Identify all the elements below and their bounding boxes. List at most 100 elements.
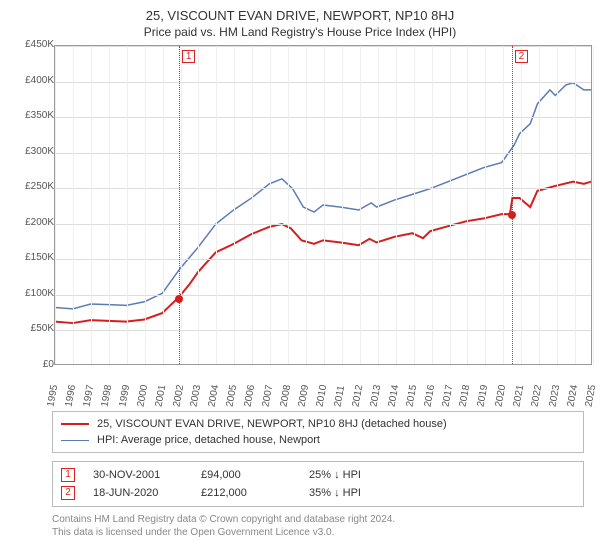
gridline-v [432,46,433,364]
legend-item-property: 25, VISCOUNT EVAN DRIVE, NEWPORT, NP10 8… [61,416,575,432]
gridline-v [360,46,361,364]
x-tick-label: 2005 [225,384,240,408]
sale-row: 1 30-NOV-2001 £94,000 25% ↓ HPI [61,466,575,484]
legend: 25, VISCOUNT EVAN DRIVE, NEWPORT, NP10 8… [52,411,584,453]
x-tick-label: 2017 [440,384,455,408]
x-tick-label: 2013 [368,384,383,408]
gridline-v [414,46,415,364]
gridline-v [252,46,253,364]
gridline-v [181,46,182,364]
x-tick-label: 2021 [512,384,527,408]
sales-table: 1 30-NOV-2001 £94,000 25% ↓ HPI 2 18-JUN-2020… [52,461,584,507]
x-tick-label: 2019 [476,384,491,408]
sale-date: 18-JUN-2020 [93,484,183,502]
sale-price: £212,000 [201,484,291,502]
gridline-v [396,46,397,364]
x-tick-label: 2022 [530,384,545,408]
sale-marker-dot [508,211,516,219]
gridline-v [306,46,307,364]
credit-line-1: Contains HM Land Registry data © Crown c… [52,513,584,526]
page-title: 25, VISCOUNT EVAN DRIVE, NEWPORT, NP10 8… [8,8,592,23]
y-tick-label: £250K [25,181,54,192]
gridline-v [145,46,146,364]
x-tick-label: 1995 [46,384,61,408]
gridline-v [485,46,486,364]
page-subtitle: Price paid vs. HM Land Registry's House … [8,25,592,39]
sale-marker-line [179,46,180,364]
gridline-v [450,46,451,364]
legend-label-property: 25, VISCOUNT EVAN DRIVE, NEWPORT, NP10 8… [97,416,447,432]
sale-marker-badge: 2 [515,50,529,63]
y-tick-label: £400K [25,75,54,86]
x-tick-label: 2009 [297,384,312,408]
legend-item-hpi: HPI: Average price, detached house, Newp… [61,432,575,448]
sale-vs-hpi: 25% ↓ HPI [309,466,361,484]
gridline-v [234,46,235,364]
gridline-v [593,46,594,364]
x-tick-label: 2016 [422,384,437,408]
sale-badge-icon: 2 [61,486,75,500]
y-tick-label: £350K [25,110,54,121]
legend-swatch-hpi [61,440,89,441]
sale-marker-badge: 1 [182,50,196,63]
x-tick-label: 2001 [153,384,168,408]
x-tick-label: 2000 [135,384,150,408]
x-tick-label: 1996 [63,384,78,408]
gridline-v [216,46,217,364]
legend-swatch-property [61,423,89,425]
gridline-v [575,46,576,364]
gridline-v [55,46,56,364]
gridline-v [324,46,325,364]
sale-vs-hpi: 35% ↓ HPI [309,484,361,502]
plot-area: 12 [54,45,592,365]
x-tick-label: 1999 [117,384,132,408]
x-tick-label: 2018 [458,384,473,408]
x-tick-label: 2012 [350,384,365,408]
y-axis: £0£50K£100K£150K£200K£250K£300K£350K£400… [8,45,54,365]
sale-marker-line [512,46,513,364]
sale-row: 2 18-JUN-2020 £212,000 35% ↓ HPI [61,484,575,502]
gridline-v [270,46,271,364]
sale-badge-icon: 1 [61,468,75,482]
gridline-v [288,46,289,364]
gridline-v [342,46,343,364]
price-chart: £0 £50K £100K £150K £200K £250K £300K £350K £400… [8,45,592,405]
x-tick-label: 2020 [494,384,509,408]
gridline-v [91,46,92,364]
x-tick-label: 2014 [386,384,401,408]
y-tick-label: £150K [25,252,54,263]
gridline-v [557,46,558,364]
x-tick-label: 2008 [279,384,294,408]
y-tick-label: £200K [25,217,54,228]
gridline-v [73,46,74,364]
credit: Contains HM Land Registry data © Crown c… [52,513,584,539]
x-axis: 1995199619971998199920002001200220032004… [54,367,592,405]
gridline-v [521,46,522,364]
x-tick-label: 2004 [207,384,222,408]
x-tick-label: 2010 [315,384,330,408]
y-tick-label: £50K [31,323,54,334]
gridline-v [503,46,504,364]
y-tick-label: £450K [25,39,54,50]
gridline-v [378,46,379,364]
y-tick-label: £300K [25,146,54,157]
x-tick-label: 2002 [171,384,186,408]
sale-marker-dot [175,295,183,303]
gridline-v [109,46,110,364]
x-tick-label: 2023 [548,384,563,408]
sale-date: 30-NOV-2001 [93,466,183,484]
x-tick-label: 1998 [99,384,114,408]
gridline-v [127,46,128,364]
legend-label-hpi: HPI: Average price, detached house, Newp… [97,432,320,448]
x-tick-label: 2003 [189,384,204,408]
x-tick-label: 1997 [81,384,96,408]
y-tick-label: £100K [25,288,54,299]
y-tick-label: £0 [43,359,54,370]
gridline-v [198,46,199,364]
sale-price: £94,000 [201,466,291,484]
gridline-v [163,46,164,364]
x-tick-label: 2011 [332,385,347,408]
x-tick-label: 2025 [584,384,599,408]
x-tick-label: 2015 [404,384,419,408]
x-tick-label: 2006 [243,384,258,408]
